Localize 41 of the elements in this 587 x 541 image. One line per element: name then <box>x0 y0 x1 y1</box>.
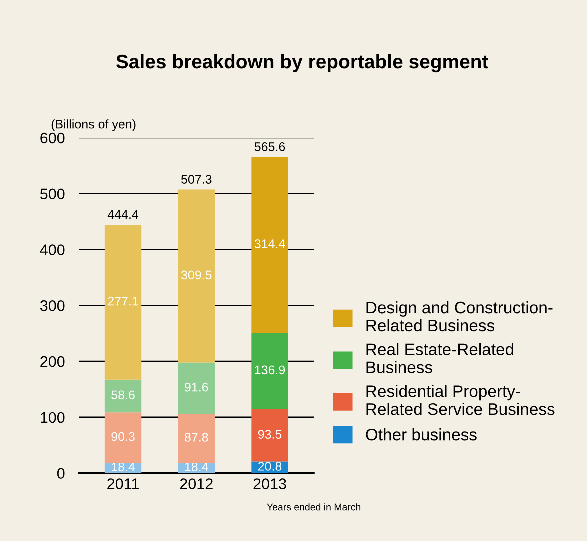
bar <box>178 414 215 464</box>
legend-label: Residential Property- Related Service Business <box>366 385 555 416</box>
data-label: 20.8 <box>258 462 282 471</box>
data-label: 58.6 <box>112 390 135 400</box>
x-tick-label: 2013 <box>254 478 286 490</box>
bar <box>178 190 215 363</box>
data-label: 87.8 <box>185 433 208 442</box>
bar <box>178 362 215 414</box>
y-tick-label: 100 <box>41 412 65 424</box>
data-label: 309.5 <box>181 270 212 280</box>
x-tick-label: 2012 <box>180 478 213 490</box>
data-label: 18.4 <box>112 462 136 472</box>
legend-label: Real Estate-Related Business <box>366 343 514 374</box>
data-label: 277.1 <box>108 296 138 306</box>
y-tick-label: 200 <box>40 356 65 368</box>
bar <box>104 224 142 380</box>
y-tick-label: 500 <box>40 188 65 200</box>
legend-label: Design and Construction- Related Business <box>366 301 553 332</box>
data-label: 93.5 <box>258 430 282 439</box>
bar <box>252 157 288 333</box>
bar <box>104 412 142 464</box>
bar <box>252 332 288 410</box>
y-axis-title: (Billions of yen) <box>52 120 136 132</box>
total-label: 444.4 <box>108 210 139 219</box>
bar <box>104 380 142 413</box>
y-tick-label: 0 <box>57 468 65 480</box>
y-tick-label: 400 <box>40 244 65 256</box>
x-tick-label: 2011 <box>108 478 139 490</box>
y-tick-label: 300 <box>40 300 65 312</box>
x-axis-title: Years ended in March <box>267 504 361 511</box>
data-label: 91.6 <box>185 382 208 392</box>
data-label: 314.4 <box>254 240 286 248</box>
bar <box>252 409 288 462</box>
data-label: 90.3 <box>112 432 135 442</box>
y-tick-label: 600 <box>40 132 65 144</box>
data-label: 136.9 <box>255 366 286 375</box>
total-label: 565.6 <box>254 142 286 152</box>
chart-title: Sales breakdown by reportable segment <box>116 54 488 73</box>
total-label: 507.3 <box>182 175 212 184</box>
data-label: 18.4 <box>185 462 208 472</box>
legend-label: Other business <box>366 428 477 441</box>
